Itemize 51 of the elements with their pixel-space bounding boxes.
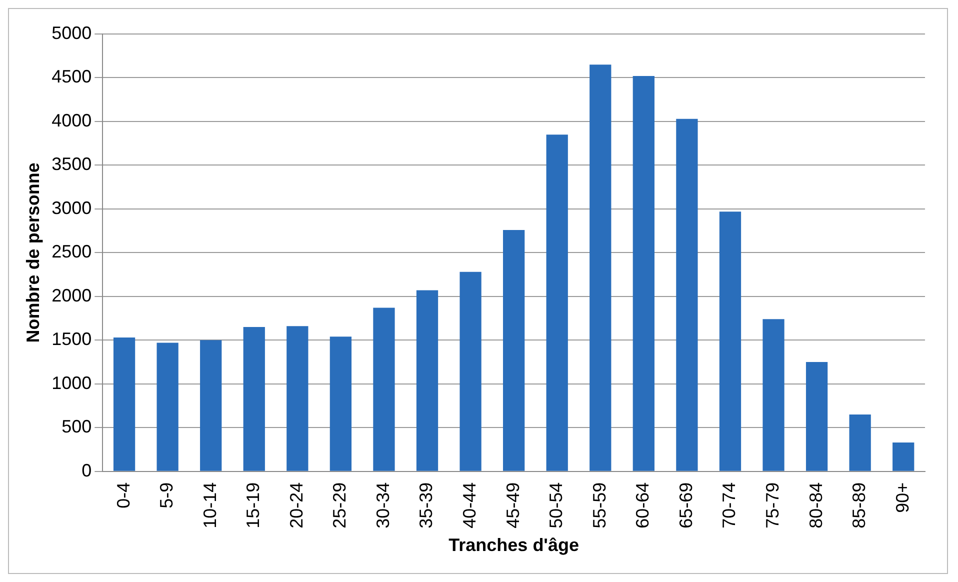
bar <box>892 442 914 471</box>
x-tick-label: 0-4 <box>113 482 134 508</box>
bar <box>156 342 178 471</box>
bar <box>762 319 784 471</box>
bar <box>243 327 265 471</box>
bar <box>113 338 136 471</box>
x-tick-label: 25-29 <box>330 482 350 528</box>
bar <box>676 118 698 471</box>
y-tick-label: 3500 <box>52 154 92 174</box>
bar <box>460 272 482 471</box>
bar <box>546 134 568 471</box>
bar <box>373 308 395 471</box>
bar <box>286 326 308 471</box>
y-tick-label: 2500 <box>52 242 92 262</box>
x-tick-label: 90+ <box>892 482 912 513</box>
bar <box>416 290 438 471</box>
bar <box>719 212 742 471</box>
y-tick-label: 1000 <box>52 372 92 393</box>
x-tick-label: 45-49 <box>502 482 523 528</box>
x-tick-label: 50-54 <box>546 482 566 528</box>
bar <box>849 414 871 471</box>
x-axis-title: Tranches d'âge <box>448 535 579 556</box>
y-tick-label: 4000 <box>52 110 92 130</box>
bar <box>590 64 612 471</box>
y-axis-title: Nombre de personne <box>22 162 43 343</box>
x-tick-label: 80-84 <box>806 482 826 528</box>
x-tick-label: 60-64 <box>632 482 653 528</box>
x-tick-label: 15-19 <box>243 482 264 528</box>
x-tick-label: 70-74 <box>719 482 740 528</box>
x-tick-label: 5-9 <box>156 482 177 508</box>
x-tick-label: 75-79 <box>762 482 782 528</box>
y-tick-label: 4500 <box>52 66 92 87</box>
x-tick-label: 35-39 <box>416 482 436 528</box>
bar <box>330 336 352 471</box>
bar <box>806 362 828 471</box>
x-tick-label: 10-14 <box>200 482 220 528</box>
x-tick-label: 65-69 <box>676 482 696 528</box>
y-tick-label: 2000 <box>52 285 92 306</box>
y-tick-label: 500 <box>62 416 92 437</box>
x-tick-label: 20-24 <box>286 482 306 528</box>
y-tick-label: 1500 <box>52 329 92 350</box>
x-tick-label: 55-59 <box>589 482 610 528</box>
bar <box>200 340 222 471</box>
bar <box>503 230 525 471</box>
x-tick-label: 30-34 <box>372 482 393 528</box>
y-tick-label: 3000 <box>52 198 92 218</box>
y-tick-label: 5000 <box>52 22 92 43</box>
x-tick-label: 85-89 <box>849 482 870 528</box>
x-tick-label: 40-44 <box>460 482 480 528</box>
y-tick-label: 0 <box>82 460 92 480</box>
bar <box>632 76 654 471</box>
